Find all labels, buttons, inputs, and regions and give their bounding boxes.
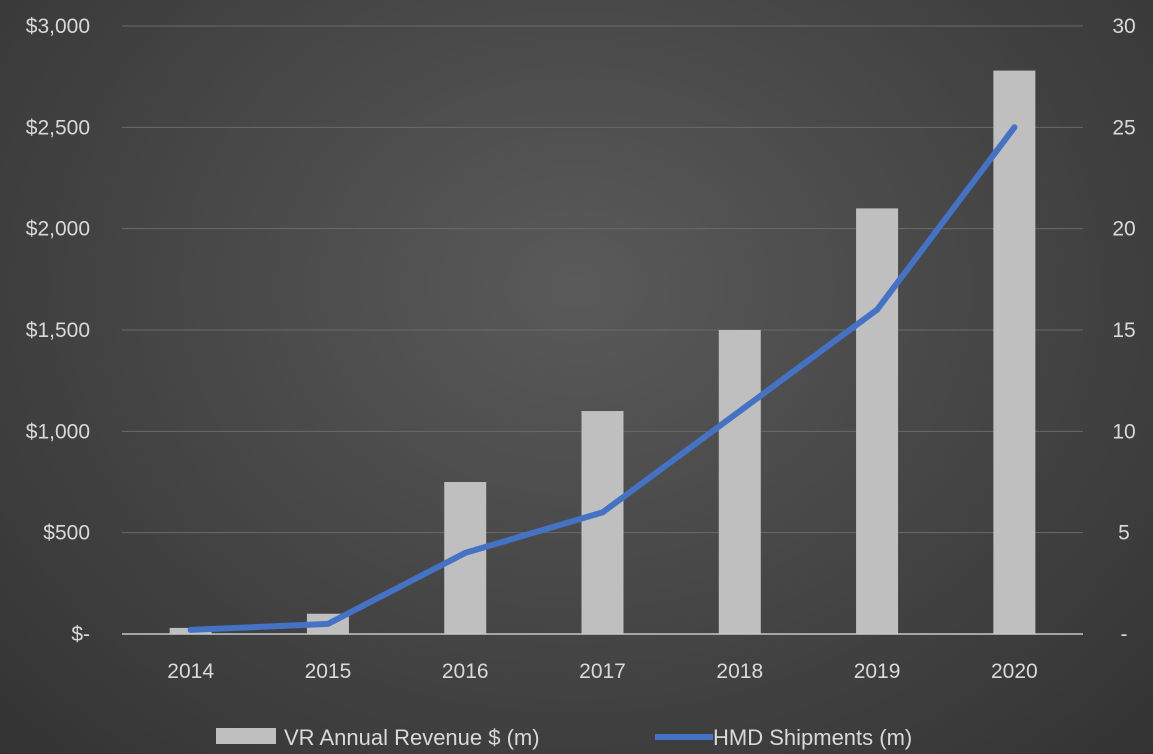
right-tick-label: - [1121, 623, 1128, 646]
right-axis-ticks: - 5 10 15 20 25 30 [1112, 15, 1135, 646]
legend-bar-swatch [216, 728, 276, 744]
left-tick-label: $500 [43, 522, 90, 545]
revenue-bar-2019 [856, 208, 899, 634]
right-tick-label: 25 [1112, 116, 1135, 139]
revenue-bar-2018 [718, 330, 761, 634]
left-tick-label: $2,500 [26, 116, 90, 139]
x-tick-label: 2020 [991, 660, 1038, 683]
left-tick-label: $3,000 [26, 15, 90, 38]
x-tick-label: 2017 [579, 660, 626, 683]
legend-bar-label: VR Annual Revenue $ (m) [284, 725, 540, 750]
x-axis-ticks: 2014 2015 2016 2017 2018 2019 2020 [167, 660, 1037, 683]
revenue-bar-2020 [993, 70, 1036, 634]
right-tick-label: 20 [1112, 218, 1135, 241]
revenue-bars [169, 70, 1036, 634]
left-axis-ticks: $- $500 $1,000 $1,500 $2,000 $2,500 $3,000 [26, 15, 90, 646]
right-tick-label: 5 [1118, 522, 1130, 545]
right-tick-label: 30 [1112, 15, 1135, 38]
left-tick-label: $2,000 [26, 218, 90, 241]
legend-line-label: HMD Shipments (m) [713, 725, 912, 750]
shipments-line-layer [187, 124, 1018, 633]
left-tick-label: $1,000 [26, 420, 90, 443]
left-tick-label: $1,500 [26, 319, 90, 342]
gridlines [122, 25, 1083, 534]
x-tick-label: 2016 [442, 660, 489, 683]
x-tick-label: 2014 [167, 660, 214, 683]
left-tick-label: $- [71, 623, 90, 646]
x-tick-label: 2019 [854, 660, 901, 683]
right-tick-label: 15 [1112, 319, 1135, 342]
revenue-bar-2017 [581, 411, 624, 634]
x-tick-label: 2018 [716, 660, 763, 683]
right-tick-label: 10 [1112, 420, 1135, 443]
legend: VR Annual Revenue $ (m) HMD Shipments (m… [216, 725, 912, 750]
x-tick-label: 2015 [305, 660, 352, 683]
